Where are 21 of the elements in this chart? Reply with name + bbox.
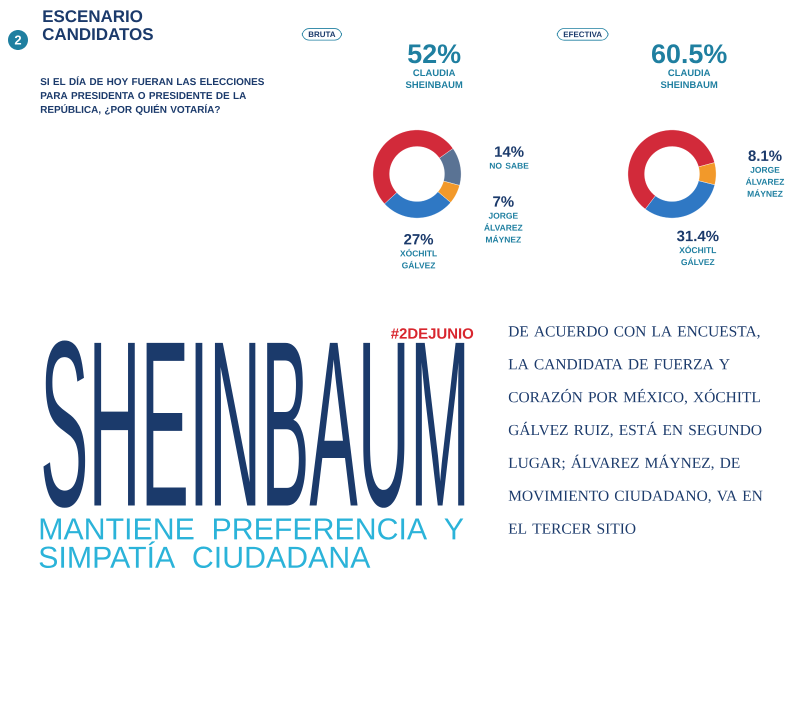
text: #2DEJUNIO [391,328,474,339]
text: SHEINBAUM [43,340,464,508]
text: 2 [14,35,22,45]
data-label: 27% [404,234,434,245]
data-label: 60.5% [652,44,727,64]
slice-label: XÓCHITL GÁLVEZ [679,246,716,266]
data-label: 14% [495,146,524,157]
slice-label: NO SABE [490,162,529,169]
slice-label: JORGE ÁLVAREZ MÁYNEZ [746,166,784,197]
slice-label: CLAUDIA SHEINBAUM [406,69,462,88]
data-label: 8.1% [748,150,782,161]
text: SI EL DÍA DE HOY FUERAN LAS ELECCIONES PARA PRESIDENTA O PRESIDENTE DE LA REPÚBLICA, ¿POR QUIÉN VOTARÍA? [40,76,264,115]
text: MANTIENE PREFERENCIA Y SIMPATÍA CIUDADANA [40,518,464,568]
text: ESCENARIO CANDIDATOS [42,10,153,40]
slice-label: XÓCHITL GÁLVEZ [400,248,437,268]
data-label: 7% [493,196,514,207]
slice-label: JORGE ÁLVAREZ MÁYNEZ [484,212,522,243]
slice-label: CLAUDIA SHEINBAUM [660,69,718,88]
data-label: 52% [408,44,460,64]
data-label: 31.4% [676,230,719,242]
text: DE ACUERDO CON LA ENCUESTA, LA CANDIDATA DE FUERZA Y CORAZÓN POR MÉXICO, XÓCHITL GÁLVEZ RUIZ, ESTÁ EN SEGUNDO LUGAR; ÁLVAREZ MÁYNEZ, DE MOVIMIENTO CIUDADANO, VA EN EL TERCER SITIO [508,326,762,534]
